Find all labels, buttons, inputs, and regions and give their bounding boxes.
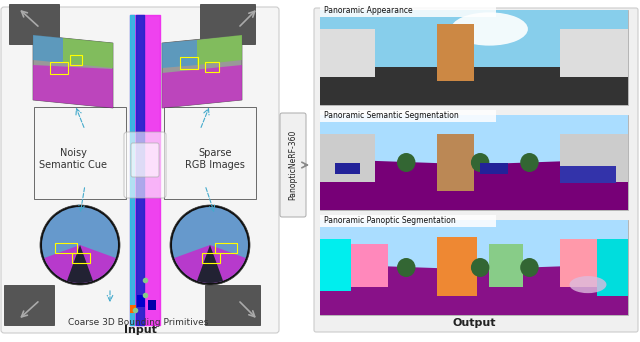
Polygon shape [205, 285, 260, 325]
FancyBboxPatch shape [124, 132, 166, 198]
Polygon shape [320, 161, 628, 210]
Polygon shape [162, 65, 242, 108]
Bar [320, 239, 351, 291]
Circle shape [170, 205, 250, 285]
Text: Output: Output [452, 318, 496, 328]
Wedge shape [44, 245, 116, 283]
Ellipse shape [397, 258, 415, 277]
Bar [335, 162, 360, 174]
Polygon shape [200, 4, 255, 44]
Bar [437, 237, 477, 296]
FancyBboxPatch shape [314, 8, 638, 332]
Polygon shape [33, 35, 63, 63]
Bar [351, 244, 388, 287]
Wedge shape [67, 245, 93, 283]
Wedge shape [174, 245, 246, 283]
Text: Input: Input [124, 325, 156, 335]
Bar [320, 67, 628, 105]
Bar [320, 115, 628, 177]
FancyBboxPatch shape [320, 220, 628, 315]
Ellipse shape [451, 12, 528, 45]
Polygon shape [162, 35, 242, 108]
Bar [480, 162, 508, 174]
Text: Panoramic Semantic Segmentation: Panoramic Semantic Segmentation [324, 111, 459, 120]
Polygon shape [197, 35, 242, 65]
Ellipse shape [520, 258, 539, 277]
Polygon shape [33, 65, 113, 108]
Polygon shape [4, 285, 54, 325]
Polygon shape [162, 40, 197, 68]
Text: Panoramic Appearance: Panoramic Appearance [324, 6, 413, 15]
Bar [70, 55, 82, 65]
Bar [560, 29, 628, 77]
Ellipse shape [570, 276, 607, 293]
Bar [597, 239, 628, 296]
Polygon shape [63, 38, 113, 68]
Bar [437, 134, 474, 191]
Ellipse shape [397, 153, 415, 172]
Text: Noisy
Semantic Cue: Noisy Semantic Cue [39, 148, 107, 170]
Text: Panoramic Panoptic Segmentation: Panoramic Panoptic Segmentation [324, 216, 456, 225]
Bar [437, 24, 474, 81]
Bar [320, 220, 628, 282]
Bar [55, 243, 77, 253]
Text: PanopticNeRF-360: PanopticNeRF-360 [289, 130, 298, 200]
Bar [202, 253, 220, 263]
Bar [560, 166, 616, 183]
Polygon shape [320, 266, 628, 315]
Text: Coarse 3D Bounding Primitives: Coarse 3D Bounding Primitives [68, 318, 208, 327]
FancyBboxPatch shape [131, 143, 159, 177]
Bar [320, 29, 376, 77]
Polygon shape [9, 4, 59, 44]
Polygon shape [33, 35, 113, 108]
Bar [320, 10, 628, 72]
Ellipse shape [520, 153, 539, 172]
FancyBboxPatch shape [280, 113, 306, 217]
Bar [148, 300, 156, 310]
Circle shape [40, 205, 120, 285]
FancyBboxPatch shape [1, 7, 279, 333]
FancyBboxPatch shape [320, 110, 496, 122]
Ellipse shape [471, 258, 490, 277]
FancyBboxPatch shape [320, 5, 496, 17]
Bar [205, 62, 219, 72]
Text: Sparse
RGB Images: Sparse RGB Images [185, 148, 245, 170]
Bar [137, 295, 145, 307]
FancyBboxPatch shape [320, 115, 628, 210]
Bar [560, 134, 628, 182]
Bar [50, 62, 68, 74]
Ellipse shape [471, 153, 490, 172]
FancyBboxPatch shape [320, 10, 628, 105]
Bar [490, 244, 524, 287]
Bar [560, 239, 597, 287]
Bar [215, 243, 237, 253]
Bar [72, 253, 90, 263]
Circle shape [172, 207, 248, 283]
Bar [130, 305, 136, 313]
Circle shape [42, 207, 118, 283]
Bar [180, 57, 198, 69]
Wedge shape [197, 245, 223, 283]
FancyBboxPatch shape [320, 215, 496, 227]
Bar [320, 134, 376, 182]
